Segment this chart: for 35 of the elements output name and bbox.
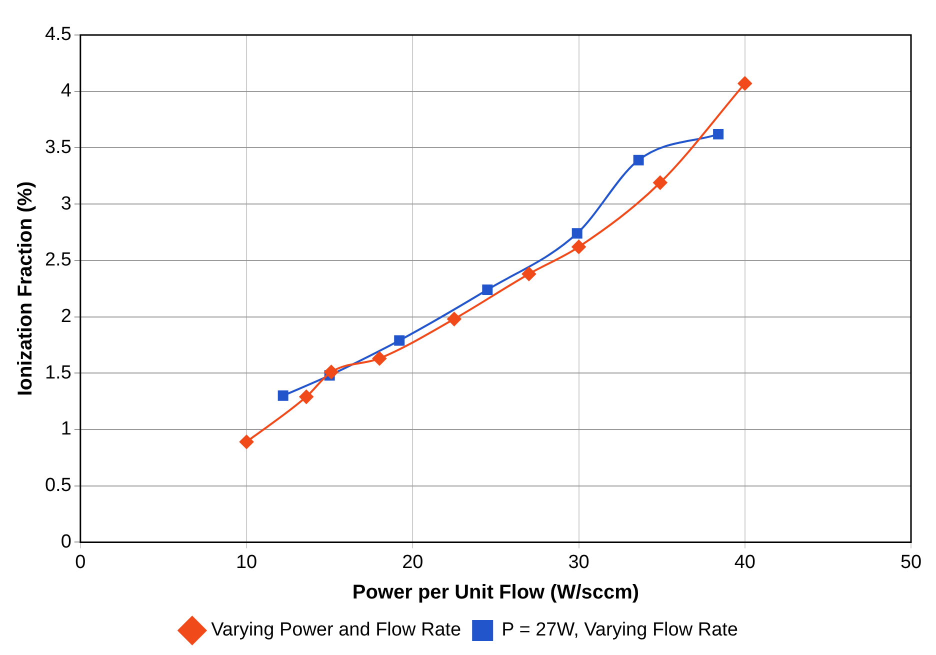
y-axis-title: Ionization Fraction (%): [14, 181, 37, 396]
point: [299, 390, 314, 404]
point: [447, 312, 462, 326]
y-tick-label: 2: [60, 306, 72, 328]
x-tick-label: 10: [236, 552, 258, 573]
y-tick-label: 0.5: [44, 475, 72, 496]
y-tick-label: 3.5: [44, 136, 72, 158]
x-tick-label: 30: [568, 552, 590, 573]
point: [653, 176, 668, 190]
legend-label: Varying Power and Flow Rate: [211, 620, 462, 641]
y-tick-label: 1.5: [44, 362, 72, 384]
point: [572, 240, 586, 254]
y-tick-label: 3: [60, 193, 72, 214]
point: [394, 335, 405, 346]
point: [572, 228, 582, 239]
point: [522, 266, 536, 281]
point: [633, 154, 644, 166]
y-tick-label: 2.5: [44, 250, 72, 271]
x-tick-label: 40: [734, 552, 756, 573]
point: [278, 390, 288, 401]
y-tick-label: 4.5: [44, 24, 72, 46]
x-tick-label: 20: [402, 552, 424, 573]
legend-label: P = 27W, Varying Flow Rate: [502, 620, 738, 641]
point: [372, 351, 386, 366]
x-tick-label: 0: [75, 552, 86, 573]
point: [713, 128, 724, 140]
point: [324, 365, 338, 380]
point: [738, 76, 752, 90]
point: [240, 434, 254, 449]
point: [482, 284, 493, 295]
y-tick-label: 4: [60, 80, 72, 102]
x-tick-label: 50: [900, 552, 922, 573]
y-tick-label: 0: [60, 531, 72, 552]
y-tick-label: 1: [60, 418, 72, 440]
x-axis-title: Power per Unit Flow (W/sccm): [352, 582, 640, 604]
